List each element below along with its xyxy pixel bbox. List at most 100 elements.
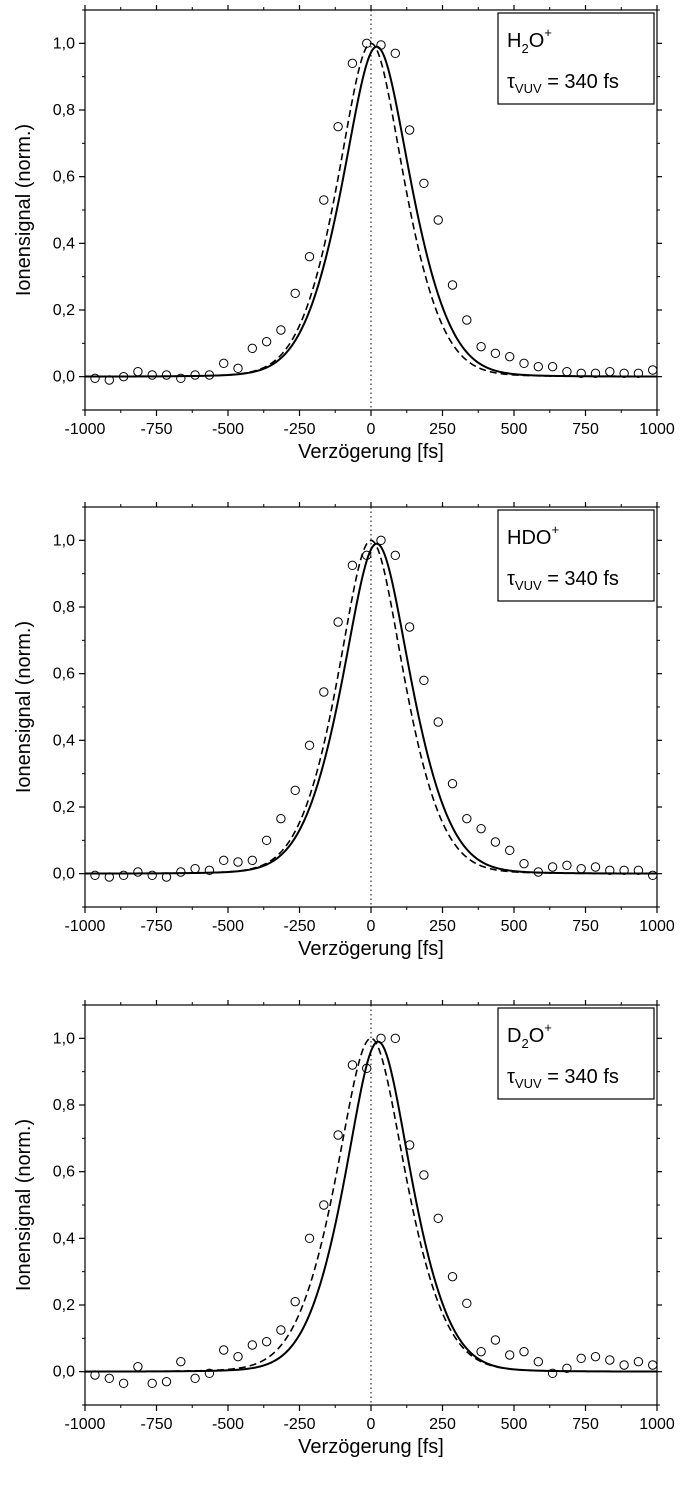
- y-tick-label: 1,0: [53, 532, 75, 549]
- data-point: [304, 251, 315, 262]
- x-tick-label: 250: [429, 1416, 456, 1433]
- x-tick-label: 750: [572, 918, 599, 935]
- legend-species: H2O+: [507, 25, 552, 56]
- data-point: [333, 617, 343, 627]
- x-tick-label: -750: [140, 1416, 172, 1433]
- data-point: [476, 823, 486, 834]
- data-point: [648, 365, 658, 375]
- data-point: [462, 1298, 472, 1309]
- x-tick-label: -1000: [65, 918, 106, 935]
- data-point: [133, 366, 143, 377]
- legend-tau-symbol: τ: [507, 1066, 515, 1088]
- data-point: [505, 351, 515, 362]
- data-point: [476, 1346, 486, 1357]
- chart-panel-3: -1000 -750 -500 -250 0 250 500 750 1000 0,0 0,2 0,4…: [13, 1000, 675, 1458]
- data-point: [433, 1213, 443, 1224]
- data-point: [605, 366, 615, 377]
- x-tick-label: -750: [140, 918, 172, 935]
- x-tick-label: 1000: [639, 918, 675, 935]
- x-tick-label: -250: [283, 918, 315, 935]
- y-tick-label: 0,0: [53, 866, 75, 883]
- data-point: [390, 550, 401, 561]
- x-tick-label: -500: [212, 1416, 244, 1433]
- x-tick-label: -250: [283, 421, 315, 438]
- x-axis-title: Verzögerung [fs]: [298, 1436, 444, 1458]
- x-tick-label: -500: [212, 421, 244, 438]
- data-point: [547, 361, 558, 372]
- data-point: [476, 341, 486, 352]
- chart-panel-1: -1000 -750 -500 -250 0 250 500 750 1000 0,0 0,2 0,4…: [13, 5, 675, 463]
- x-tick-label: 1000: [639, 1416, 675, 1433]
- data-point: [290, 785, 300, 796]
- legend-tau-sub: VUV: [515, 578, 542, 593]
- data-point: [176, 1356, 186, 1367]
- y-tick-label: 0,4: [53, 732, 75, 749]
- data-point: [404, 125, 415, 135]
- y-tick-label: 0,6: [53, 169, 75, 186]
- data-point: [290, 288, 300, 299]
- data-point: [390, 48, 401, 59]
- x-tick-label: 0: [367, 421, 376, 438]
- data-point: [490, 837, 501, 847]
- x-tick-label: 500: [501, 421, 528, 438]
- x-tick-label: -500: [212, 918, 244, 935]
- data-point: [247, 855, 258, 866]
- data-point: [219, 855, 229, 866]
- data-point: [219, 358, 229, 369]
- data-point: [462, 813, 472, 824]
- data-point: [261, 835, 272, 846]
- y-axis-title: Ionensignal (norm.): [13, 621, 35, 793]
- legend-tau-value: = 340 fs: [542, 568, 619, 590]
- legend-species-sup: +: [544, 1020, 552, 1035]
- x-axis-title: Verzögerung [fs]: [298, 938, 444, 960]
- x-tick-label: 500: [501, 918, 528, 935]
- chart-panel-2: -1000 -750 -500 -250 0 250 500 750 1000 0,0 0,2 0,4…: [13, 502, 675, 960]
- data-point: [333, 1130, 343, 1140]
- data-point: [261, 336, 272, 347]
- data-point: [505, 845, 515, 856]
- data-point: [576, 1353, 586, 1364]
- data-point: [319, 195, 329, 205]
- data-point: [118, 870, 129, 881]
- y-tick-label: 0,2: [53, 1297, 75, 1314]
- legend-tau-value: = 340 fs: [542, 1066, 619, 1088]
- x-tick-label: 0: [367, 918, 376, 935]
- data-point: [276, 813, 286, 824]
- legend-box: [497, 509, 655, 602]
- legend-species-sub: 2: [521, 41, 528, 56]
- data-point: [90, 870, 100, 881]
- data-point: [376, 535, 386, 546]
- legend-species-sub: 2: [521, 1036, 528, 1051]
- legend-tau-symbol: τ: [507, 71, 515, 93]
- data-point: [648, 870, 658, 881]
- data-point: [161, 370, 172, 380]
- data-point: [276, 325, 286, 335]
- data-point: [290, 1296, 300, 1307]
- y-tick-label: 0,4: [53, 1230, 75, 1247]
- fit-curve-dashed: [85, 539, 657, 875]
- legend-species-rest: O: [529, 30, 545, 52]
- data-point: [533, 361, 544, 372]
- data-point: [505, 1350, 515, 1360]
- x-tick-label: 0: [367, 1416, 376, 1433]
- data-point: [333, 121, 343, 132]
- data-point: [433, 215, 443, 225]
- legend-species-main: HDO: [507, 527, 551, 549]
- data-point: [190, 863, 200, 874]
- data-point: [133, 867, 143, 877]
- legend-tau-sub: VUV: [515, 81, 542, 96]
- x-tick-label: -750: [140, 421, 172, 438]
- y-axis-title: Ionensignal (norm.): [13, 1119, 35, 1291]
- data-point: [419, 178, 429, 189]
- data-point: [590, 1351, 601, 1362]
- x-tick-label: 250: [429, 421, 456, 438]
- y-tick-label: 0,4: [53, 235, 75, 252]
- data-point: [104, 1373, 115, 1384]
- y-tick-label: 0,2: [53, 799, 75, 816]
- legend-tau: τVUV = 340 fs: [507, 568, 619, 593]
- legend-species-main: H: [507, 30, 521, 52]
- data-point: [147, 370, 157, 380]
- data-point: [347, 560, 358, 571]
- y-tick-label: 1,0: [53, 1030, 75, 1047]
